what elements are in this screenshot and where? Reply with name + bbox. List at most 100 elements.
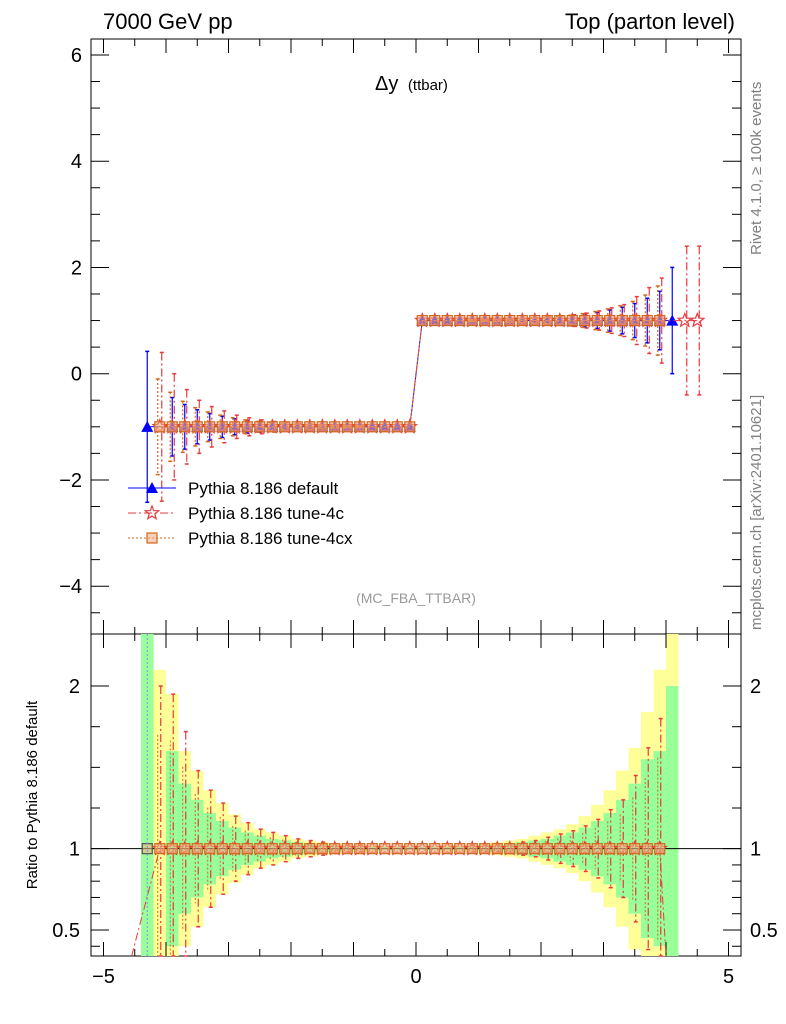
main-series-layer: [141, 245, 706, 503]
marker-tune-4cx: [466, 314, 478, 327]
observable-sub: (ttbar): [408, 77, 448, 94]
marker-tune-4cx: [404, 421, 416, 433]
marker-tune-4cx: [354, 421, 366, 433]
marker-tune-4cx: [429, 314, 441, 327]
ratio-marker-tune-4cx: [516, 843, 528, 855]
marker-tune-4cx: [516, 314, 528, 327]
marker-tune-4cx: [591, 314, 603, 327]
marker-tune-4cx: [179, 421, 191, 433]
ratio-marker-tune-4cx: [366, 843, 378, 855]
series-line-tune-4c: [159, 320, 698, 428]
analysis-tag: (MC_FBA_TTBAR): [356, 590, 476, 606]
marker-tune-4cx: [529, 314, 541, 327]
ratio-marker-tune-4cx: [629, 843, 641, 855]
ratio-marker-tune-4cx: [416, 843, 428, 855]
marker-tune-4cx: [254, 421, 266, 433]
ratio-marker-tune-4cx: [554, 843, 566, 855]
legend-label-default: Pythia 8.186 default: [188, 479, 339, 498]
marker-tune-4cx: [241, 421, 253, 433]
legend-marker-tune-4c: [143, 504, 161, 521]
marker-tune-4cx: [341, 421, 353, 433]
ratio-marker-tune-4cx: [266, 843, 278, 855]
main-axis-ticks: −4 −2 0 2 4 6: [59, 39, 741, 634]
ratio-y-tick-label-right: 0.5: [750, 920, 778, 942]
ratio-marker-tune-4cx: [604, 843, 616, 855]
y-tick-label: 6: [71, 45, 82, 67]
side-label-rivet: Rivet 4.1.0, ≥ 100k events: [748, 82, 765, 255]
ratio-marker-tune-4cx: [541, 843, 553, 855]
ratio-marker-tune-4cx: [654, 843, 666, 855]
marker-tune-4cx: [604, 314, 616, 327]
ratio-y-tick-label-left: 0.5: [52, 920, 80, 942]
ratio-marker-tune-4cx: [491, 843, 503, 855]
marker-tune-4cx: [379, 421, 391, 433]
ratio-marker-tune-4cx: [316, 843, 328, 855]
side-label-mcplots: mcplots.cern.ch [arXiv:2401.10621]: [748, 395, 765, 630]
marker-tune-4cx: [629, 314, 641, 327]
marker-tune-4cx: [229, 421, 241, 433]
ratio-marker-tune-4cx: [304, 843, 316, 855]
legend-marker-tune-4cx: [146, 532, 158, 544]
ratio-marker-tune-4cx: [466, 843, 478, 855]
marker-default: [141, 420, 154, 432]
marker-tune-4cx: [366, 421, 378, 433]
marker-tune-4cx: [266, 421, 278, 433]
ratio-marker-tune-4cx: [616, 843, 628, 855]
ratio-marker-tune-4cx: [441, 843, 453, 855]
marker-tune-4cx: [454, 314, 466, 327]
ratio-marker-tune-4cx: [591, 843, 603, 855]
ratio-marker-tune-4cx: [279, 843, 291, 855]
ratio-marker-tune-4cx: [166, 843, 178, 855]
ratio-marker-tune-4cx: [329, 843, 341, 855]
ratio-marker-tune-4cx: [254, 843, 266, 855]
x-tick-label: 5: [723, 966, 734, 988]
marker-tune-4c: [676, 311, 693, 328]
marker-tune-4cx: [191, 421, 203, 433]
ratio-marker-default: [141, 843, 153, 855]
marker-tune-4cx: [554, 314, 566, 327]
marker-tune-4cx: [291, 421, 303, 433]
observable-title: Δy (ttbar): [375, 73, 448, 95]
marker-tune-4cx: [441, 314, 453, 327]
y-tick-label: 4: [71, 151, 82, 173]
marker-tune-4cx: [391, 421, 403, 433]
marker-tune-4cx: [316, 421, 328, 433]
ratio-axis-ticks: −5 0 5 0.5 0.5 1 1 2 2: [52, 634, 778, 988]
legend: Pythia 8.186 default Pythia 8.186 tune-4c…: [128, 479, 353, 548]
marker-tune-4cx: [479, 314, 491, 327]
ratio-bands: [91, 634, 741, 956]
ratio-marker-tune-4cx: [241, 843, 253, 855]
x-tick-label: −5: [92, 966, 115, 988]
x-tick-label: 0: [410, 966, 421, 988]
ratio-marker-tune-4cx: [529, 843, 541, 855]
marker-tune-4cx: [279, 421, 291, 433]
marker-tune-4cx: [566, 314, 578, 327]
marker-tune-4cx: [616, 314, 628, 327]
y-tick-label: −4: [59, 576, 82, 598]
marker-tune-4cx: [654, 314, 666, 327]
legend-marker-default: [146, 482, 158, 493]
ratio-yellow-band: [153, 669, 166, 956]
ratio-marker-tune-4cx: [641, 843, 653, 855]
ratio-marker-tune-4cx: [341, 843, 353, 855]
marker-tune-4c: [689, 311, 706, 328]
ratio-marker-tune-4cx: [391, 843, 403, 855]
marker-tune-4cx: [579, 314, 591, 327]
ratio-marker-tune-4cx: [429, 843, 441, 855]
ratio-marker-tune-4cx: [229, 843, 241, 855]
series-line-tune-4cx: [159, 320, 660, 428]
series-tune-4c: [151, 245, 706, 502]
y-tick-label: 2: [71, 257, 82, 279]
marker-tune-4cx: [641, 314, 653, 327]
ratio-marker-tune-4cx: [179, 843, 191, 855]
ratio-marker-tune-4cx: [216, 843, 228, 855]
legend-label-tune-4cx: Pythia 8.186 tune-4cx: [188, 529, 353, 548]
y-tick-label: 0: [71, 364, 82, 386]
series-default: [141, 266, 679, 503]
ratio-y-tick-label-right: 1: [750, 839, 761, 861]
ratio-marker-tune-4cx: [579, 843, 591, 855]
marker-tune-4cx: [416, 314, 428, 327]
ratio-marker-tune-4cx: [354, 843, 366, 855]
ratio-y-tick-label-left: 1: [69, 839, 80, 861]
